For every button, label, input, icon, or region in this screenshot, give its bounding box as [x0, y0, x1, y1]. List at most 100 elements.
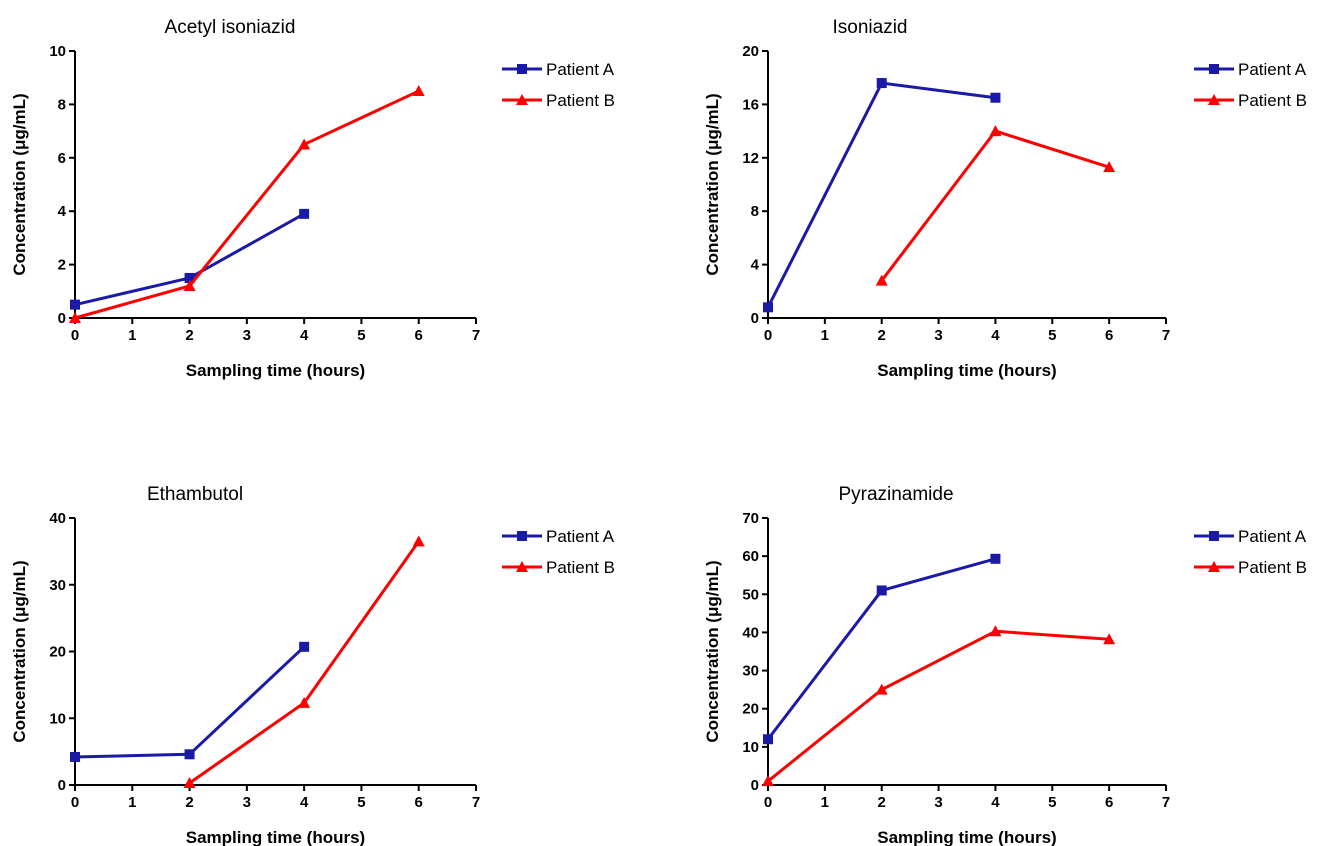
chart-title: Ethambutol [147, 484, 243, 505]
chart-panel-4: Pyrazinamide 0 10 20 30 40 50 60 70 0 1 2 3 4 5 6 7 Sampl… [703, 484, 1307, 846]
series-line-patient-b [74, 89, 420, 320]
legend-marker [1208, 94, 1220, 105]
data-point-patient-a [184, 272, 195, 283]
series-line-patient-a [766, 81, 996, 308]
x-tick-label: 6 [1105, 794, 1113, 811]
y-axis-label: Concentration (μg/mL) [703, 93, 722, 275]
legend-entry-patient-b: Patient B [1194, 558, 1307, 577]
legend-entry-patient-a: Patient A [502, 60, 615, 79]
legend-entry-patient-b: Patient B [1194, 91, 1307, 110]
x-tick-label: 2 [185, 327, 193, 344]
x-tick-label: 3 [243, 794, 251, 811]
legend-marker [517, 531, 527, 541]
legend-label: Patient B [546, 558, 615, 577]
x-tick-label: 0 [764, 794, 772, 811]
x-tick-label: 2 [878, 327, 886, 344]
chart-title: Isoniazid [833, 17, 908, 38]
data-point-patient-b [183, 776, 196, 788]
x-tick-label: 3 [934, 327, 942, 344]
legend-entry-patient-b: Patient B [502, 558, 615, 577]
y-axis-label: Concentration (μg/mL) [703, 560, 722, 742]
y-tick-label: 50 [742, 586, 759, 603]
y-tick-label: 20 [49, 644, 66, 661]
series-line-patient-a [74, 212, 305, 307]
data-point-patient-a [70, 299, 80, 310]
data-point-patient-b [875, 274, 888, 286]
chart-title: Pyrazinamide [838, 484, 953, 505]
x-tick-label: 4 [991, 794, 1000, 811]
y-tick-label: 60 [742, 548, 759, 565]
y-tick-label: 8 [58, 96, 66, 113]
legend-entry-patient-a: Patient A [502, 527, 615, 546]
x-tick-label: 5 [357, 794, 365, 811]
x-axis-label: Sampling time (hours) [877, 361, 1056, 380]
legend-marker [1209, 64, 1219, 74]
y-tick-label: 30 [742, 663, 759, 680]
y-tick-label: 20 [742, 43, 759, 60]
x-tick-label: 1 [128, 327, 136, 344]
data-point-patient-a [990, 92, 1001, 103]
legend-entry-patient-b: Patient B [502, 91, 615, 110]
y-tick-label: 0 [751, 777, 759, 794]
x-tick-label: 7 [472, 327, 480, 344]
legend-label: Patient A [1238, 60, 1307, 79]
x-tick-label: 4 [300, 794, 309, 811]
y-tick-label: 0 [58, 777, 66, 794]
legend-marker [1208, 561, 1220, 572]
y-tick-label: 2 [58, 257, 66, 274]
legend-marker [516, 94, 528, 105]
x-tick-label: 2 [878, 794, 886, 811]
x-tick-label: 3 [934, 794, 942, 811]
legend-label: Patient A [1238, 527, 1307, 546]
y-tick-label: 10 [742, 739, 759, 756]
x-tick-label: 1 [821, 327, 829, 344]
x-tick-label: 0 [71, 327, 79, 344]
data-point-patient-b [298, 138, 311, 150]
y-tick-label: 10 [49, 43, 66, 60]
chart-title: Acetyl isoniazid [165, 17, 296, 38]
y-tick-label: 6 [58, 150, 66, 167]
y-tick-label: 20 [742, 701, 759, 718]
y-axis-label: Concentration (μg/mL) [10, 560, 29, 742]
y-axis-label: Concentration (μg/mL) [10, 93, 29, 275]
x-tick-label: 4 [991, 327, 1000, 344]
x-tick-label: 5 [1048, 327, 1056, 344]
data-point-patient-a [763, 302, 773, 313]
x-tick-label: 1 [128, 794, 136, 811]
legend-label: Patient B [1238, 91, 1307, 110]
series-line-patient-b [767, 629, 1110, 783]
x-tick-label: 7 [1162, 794, 1170, 811]
legend-entry-patient-a: Patient A [1194, 527, 1307, 546]
legend-label: Patient A [546, 527, 615, 546]
data-point-patient-b [183, 279, 196, 291]
x-axis-label: Sampling time (hours) [186, 361, 365, 380]
data-point-patient-b [989, 125, 1002, 137]
y-tick-label: 30 [49, 577, 66, 594]
x-tick-label: 0 [71, 794, 79, 811]
x-tick-label: 1 [821, 794, 829, 811]
series-line-patient-b [880, 129, 1110, 282]
data-point-patient-a [763, 734, 773, 745]
y-tick-label: 10 [49, 710, 66, 727]
y-tick-label: 0 [751, 310, 759, 327]
data-point-patient-a [299, 208, 310, 219]
x-axis-label: Sampling time (hours) [877, 828, 1056, 846]
y-tick-label: 40 [49, 510, 66, 527]
y-tick-label: 40 [742, 624, 759, 641]
legend-entry-patient-a: Patient A [1194, 60, 1307, 79]
y-tick-label: 70 [742, 510, 759, 527]
data-point-patient-a [876, 78, 887, 89]
y-tick-label: 12 [742, 150, 759, 167]
legend-label: Patient B [546, 91, 615, 110]
x-tick-label: 0 [764, 327, 772, 344]
data-point-patient-a [299, 641, 310, 652]
data-point-patient-b [1103, 161, 1116, 173]
series-line-patient-a [74, 645, 306, 759]
legend-label: Patient A [546, 60, 615, 79]
data-point-patient-a [184, 749, 195, 760]
x-tick-label: 6 [415, 794, 423, 811]
x-tick-label: 6 [1105, 327, 1113, 344]
chart-panel-3: Ethambutol 0 10 20 30 40 0 1 2 3 4 5 6 7 Sampling time… [10, 484, 615, 846]
